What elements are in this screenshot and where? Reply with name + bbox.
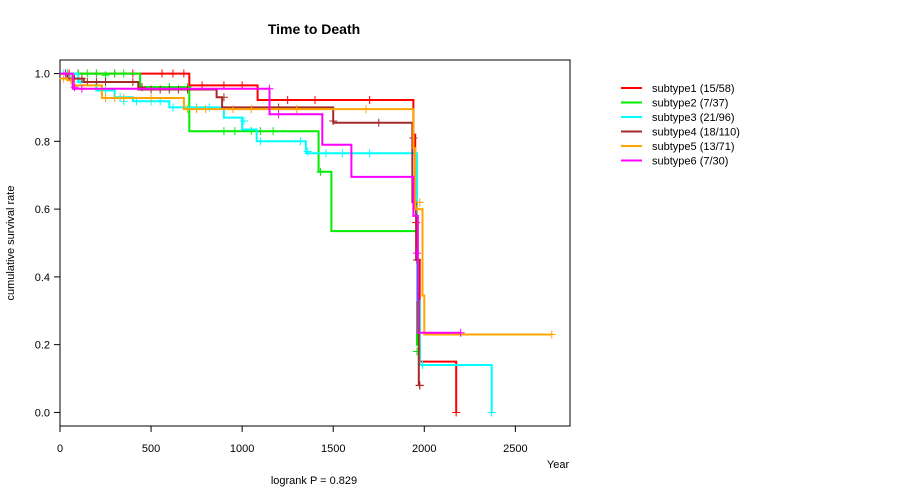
y-tick-label: 0.4 — [35, 272, 50, 284]
censor-mark — [283, 95, 292, 104]
legend-label: subtype3 (21/96) — [652, 112, 735, 124]
survival-curve — [60, 72, 461, 334]
survival-curve — [60, 72, 458, 414]
censor-mark — [77, 84, 86, 93]
censor-mark — [147, 93, 156, 102]
legend-label: subtype5 (13/71) — [652, 141, 735, 153]
series-3 — [59, 69, 496, 417]
legend-label: subtype4 (18/110) — [652, 127, 740, 139]
censor-mark — [303, 147, 312, 156]
series-2 — [60, 69, 421, 363]
legend: subtype1 (15/58) subtype2 (7/37) subtype3 … — [621, 83, 740, 168]
x-tick-label: 2000 — [412, 443, 436, 455]
censor-mark — [296, 137, 305, 146]
censor-mark — [329, 117, 338, 125]
censor-mark — [183, 105, 192, 114]
x-axis-label: Year — [547, 459, 570, 471]
censor-mark — [374, 118, 383, 127]
x-tick-label: 1000 — [230, 443, 254, 455]
censor-mark — [219, 127, 228, 136]
censor-mark — [456, 328, 465, 337]
x-tick-label: 500 — [142, 443, 160, 455]
censor-mark — [239, 117, 248, 125]
censor-mark — [274, 103, 283, 112]
censor-mark — [77, 74, 86, 83]
x-tick-label: 1500 — [321, 443, 345, 455]
censor-mark — [92, 69, 101, 78]
plot-frame — [59, 59, 571, 427]
y-tick-label: 0.8 — [35, 136, 50, 148]
censor-mark — [311, 95, 319, 104]
censor-mark — [362, 105, 370, 114]
y-tick-label: 1.0 — [35, 69, 50, 81]
x-tick-label: 0 — [57, 443, 63, 455]
legend-label: subtype6 (7/30) — [652, 156, 728, 168]
y-tick-label: 0.2 — [35, 340, 50, 352]
censor-mark — [265, 84, 274, 93]
censor-mark — [316, 167, 325, 176]
censor-mark — [219, 93, 228, 102]
censor-mark — [101, 71, 110, 80]
censor-mark — [321, 149, 330, 158]
censor-mark — [413, 249, 421, 258]
censor-mark — [338, 149, 347, 158]
censor-mark — [101, 93, 110, 102]
censor-mark — [274, 110, 283, 119]
legend-label: subtype2 (7/37) — [652, 98, 728, 110]
censor-mark — [128, 78, 137, 87]
x-tick-label: 2500 — [503, 443, 527, 455]
censor-mark — [101, 78, 110, 87]
censor-mark — [168, 103, 177, 112]
censor-mark — [119, 69, 128, 78]
y-tick-label: 0.6 — [35, 204, 50, 216]
censor-mark — [179, 69, 188, 78]
y-axis: 0.0 0.2 0.4 0.6 0.8 1.0 — [35, 69, 60, 419]
chart-title: Time to Death — [268, 21, 360, 37]
censor-mark — [192, 105, 201, 114]
censor-mark — [201, 105, 210, 114]
censor-mark — [269, 127, 278, 136]
censor-mark — [83, 69, 92, 78]
censor-mark — [168, 69, 177, 78]
series-6 — [60, 69, 465, 337]
survival-curve — [60, 72, 420, 387]
censor-mark — [365, 149, 374, 158]
censor-mark — [247, 127, 256, 136]
censor-mark — [256, 137, 265, 146]
censor-mark — [61, 69, 70, 78]
censor-mark — [487, 408, 496, 417]
censor-mark — [230, 127, 239, 136]
censor-mark — [365, 95, 374, 104]
censor-mark — [70, 83, 79, 92]
series-layer — [59, 69, 556, 417]
censor-mark — [292, 105, 301, 114]
censor-mark — [415, 198, 424, 207]
series-1 — [60, 69, 461, 417]
censor-mark — [415, 381, 424, 390]
logrank-annotation: logrank P = 0.829 — [271, 475, 357, 487]
censor-mark — [247, 105, 256, 114]
censor-mark — [110, 93, 119, 102]
censor-mark — [229, 105, 238, 114]
survival-curve — [60, 77, 552, 336]
censor-mark — [547, 330, 556, 339]
legend-label: subtype1 (15/58) — [652, 83, 735, 95]
censor-mark — [110, 69, 119, 78]
censor-mark — [452, 408, 461, 417]
y-axis-label: cumulative survival rate — [5, 186, 17, 301]
y-tick-label: 0.0 — [35, 407, 50, 419]
censor-mark — [158, 69, 166, 78]
censor-mark — [119, 93, 128, 102]
censor-mark — [59, 74, 68, 83]
censor-mark — [205, 103, 214, 112]
x-axis: 0 500 1000 1500 2000 2500 — [57, 426, 528, 455]
